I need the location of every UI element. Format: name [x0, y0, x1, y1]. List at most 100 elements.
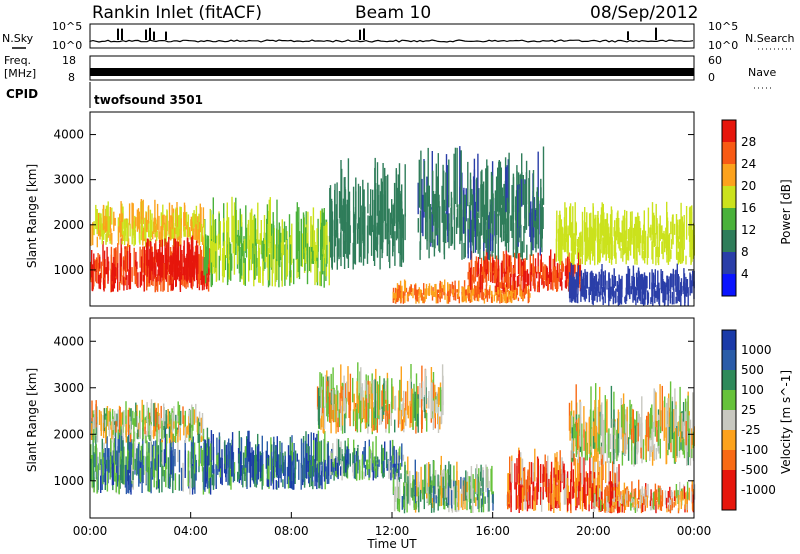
heatmap-cell	[507, 274, 509, 289]
heatmap-cell	[183, 255, 186, 280]
heatmap-cell	[108, 216, 110, 236]
heatmap-cell	[600, 491, 603, 500]
heatmap-cell	[624, 434, 626, 456]
heatmap-cell	[597, 453, 599, 486]
heatmap-cell	[254, 218, 257, 252]
heatmap-cell	[508, 473, 510, 505]
heatmap-cell	[456, 147, 458, 208]
velocity-colorbar-frame	[721, 329, 737, 511]
site-title: Rankin Inlet (fitACF)	[92, 3, 262, 23]
heatmap-cell	[559, 473, 562, 493]
heatmap-cell	[560, 271, 562, 279]
heatmap-cell	[415, 289, 418, 300]
heatmap-cell	[530, 201, 532, 243]
heatmap-cell	[556, 263, 559, 278]
heatmap-cell	[336, 456, 339, 475]
heatmap-cell	[668, 415, 670, 433]
heatmap-cell	[178, 425, 181, 437]
heatmap-cell	[508, 152, 510, 214]
heatmap-cell	[343, 375, 345, 412]
heatmap-cell	[514, 289, 516, 296]
heatmap-cell	[504, 231, 507, 247]
heatmap-cell	[154, 217, 157, 225]
heatmap-cell	[401, 403, 403, 416]
heatmap-cell	[670, 249, 672, 259]
heatmap-cell	[142, 464, 144, 484]
heatmap-cell	[303, 474, 306, 488]
heatmap-cell	[428, 286, 430, 295]
power-colorbar-tick: 24	[741, 157, 756, 171]
heatmap-cell	[398, 163, 401, 225]
heatmap-cell	[687, 287, 689, 306]
heatmap-cell	[393, 182, 396, 226]
heatmap-cell	[565, 265, 567, 289]
heatmap-cell	[238, 453, 240, 480]
heatmap-cell	[488, 490, 490, 512]
heatmap-cell	[651, 428, 653, 452]
heatmap-cell	[634, 507, 637, 513]
heatmap-cell	[552, 258, 554, 281]
heatmap-cell	[584, 207, 586, 242]
heatmap-cell	[214, 237, 216, 274]
heatmap-cell	[419, 210, 422, 250]
heatmap-cell	[589, 409, 592, 447]
heatmap-cell	[159, 255, 162, 281]
heatmap-cell	[344, 453, 346, 477]
heatmap-cell	[684, 292, 686, 304]
heatmap-cell	[653, 443, 656, 460]
heatmap-cell	[170, 215, 172, 241]
heatmap-cell	[204, 461, 207, 483]
heatmap-cell	[637, 212, 639, 246]
heatmap-cell	[638, 490, 641, 497]
heatmap-cell	[372, 380, 374, 401]
heatmap-cell	[686, 439, 688, 466]
heatmap-cell	[326, 463, 328, 484]
heatmap-cell	[119, 213, 121, 231]
heatmap-cell	[189, 227, 191, 237]
heatmap-cell	[318, 458, 320, 489]
heatmap-cell	[195, 462, 197, 473]
heatmap-cell	[105, 415, 107, 438]
heatmap-cell	[681, 230, 684, 263]
heatmap-cell	[432, 191, 435, 226]
heatmap-cell	[362, 211, 364, 235]
heatmap-cell	[233, 462, 236, 474]
heatmap-cell	[613, 240, 616, 254]
heatmap-cell	[572, 238, 574, 260]
heatmap-cell	[293, 443, 295, 473]
heatmap-cell	[250, 248, 253, 271]
heatmap-cell	[215, 256, 218, 282]
heatmap-cell	[592, 284, 594, 298]
heatmap-cell	[639, 492, 642, 503]
heatmap-cell	[692, 270, 694, 287]
heatmap-cell	[99, 272, 102, 290]
heatmap-cell	[591, 272, 593, 286]
heatmap-cell	[334, 229, 337, 247]
heatmap-cell	[510, 255, 512, 273]
heatmap-cell	[321, 386, 323, 416]
heatmap-cell	[139, 468, 141, 479]
heatmap-cell	[147, 407, 150, 422]
heatmap-cell	[591, 457, 594, 484]
heatmap-cell	[524, 270, 526, 286]
heatmap-cell	[686, 401, 688, 436]
heatmap-cell	[422, 194, 424, 237]
heatmap-cell	[282, 452, 284, 474]
heatmap-cell	[569, 415, 571, 441]
heatmap-cell	[291, 442, 293, 462]
heatmap-cell	[134, 431, 136, 465]
heatmap-cell	[572, 486, 574, 499]
heatmap-cell	[486, 289, 489, 302]
heatmap-cell	[91, 250, 93, 278]
heatmap-cell	[620, 248, 622, 259]
heatmap-cell	[468, 290, 471, 301]
heatmap-cell	[203, 442, 205, 466]
heatmap-cell	[470, 267, 472, 290]
heatmap-cell	[660, 488, 662, 500]
heatmap-cell	[608, 460, 610, 491]
heatmap-cell	[486, 221, 489, 239]
heatmap-cell	[574, 488, 577, 506]
heatmap-cell	[184, 279, 186, 288]
heatmap-cell	[636, 411, 638, 450]
heatmap-cell	[198, 222, 200, 246]
